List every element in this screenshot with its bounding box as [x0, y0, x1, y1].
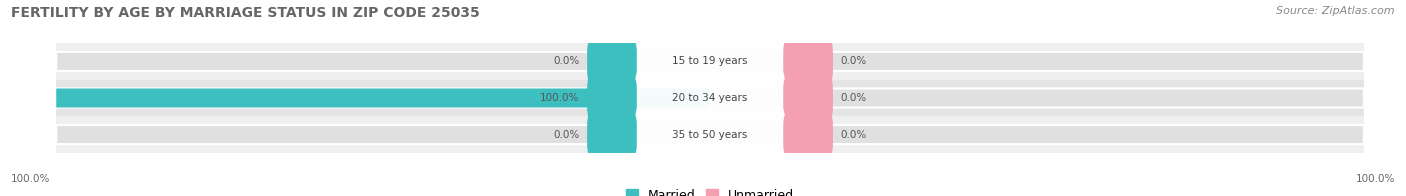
Text: 0.0%: 0.0%: [841, 130, 868, 140]
Bar: [56, 43, 1364, 80]
FancyBboxPatch shape: [636, 35, 785, 88]
FancyBboxPatch shape: [588, 79, 637, 117]
FancyBboxPatch shape: [56, 88, 710, 108]
FancyBboxPatch shape: [783, 42, 832, 81]
Text: 0.0%: 0.0%: [841, 56, 868, 66]
Text: 0.0%: 0.0%: [841, 93, 868, 103]
Bar: [56, 80, 1364, 116]
Text: 100.0%: 100.0%: [11, 174, 51, 184]
Text: FERTILITY BY AGE BY MARRIAGE STATUS IN ZIP CODE 25035: FERTILITY BY AGE BY MARRIAGE STATUS IN Z…: [11, 6, 479, 20]
FancyBboxPatch shape: [56, 125, 1364, 144]
FancyBboxPatch shape: [783, 79, 832, 117]
Text: 15 to 19 years: 15 to 19 years: [672, 56, 748, 66]
Text: 0.0%: 0.0%: [553, 130, 579, 140]
Text: 100.0%: 100.0%: [1355, 174, 1395, 184]
FancyBboxPatch shape: [636, 72, 785, 124]
Text: Source: ZipAtlas.com: Source: ZipAtlas.com: [1277, 6, 1395, 16]
FancyBboxPatch shape: [588, 115, 637, 154]
Bar: [56, 116, 1364, 153]
FancyBboxPatch shape: [783, 115, 832, 154]
Text: 100.0%: 100.0%: [540, 93, 579, 103]
Text: 0.0%: 0.0%: [553, 56, 579, 66]
FancyBboxPatch shape: [56, 52, 1364, 71]
Text: 20 to 34 years: 20 to 34 years: [672, 93, 748, 103]
Text: 35 to 50 years: 35 to 50 years: [672, 130, 748, 140]
FancyBboxPatch shape: [56, 88, 1364, 108]
FancyBboxPatch shape: [588, 42, 637, 81]
Legend: Married, Unmarried: Married, Unmarried: [620, 184, 800, 196]
FancyBboxPatch shape: [636, 108, 785, 161]
